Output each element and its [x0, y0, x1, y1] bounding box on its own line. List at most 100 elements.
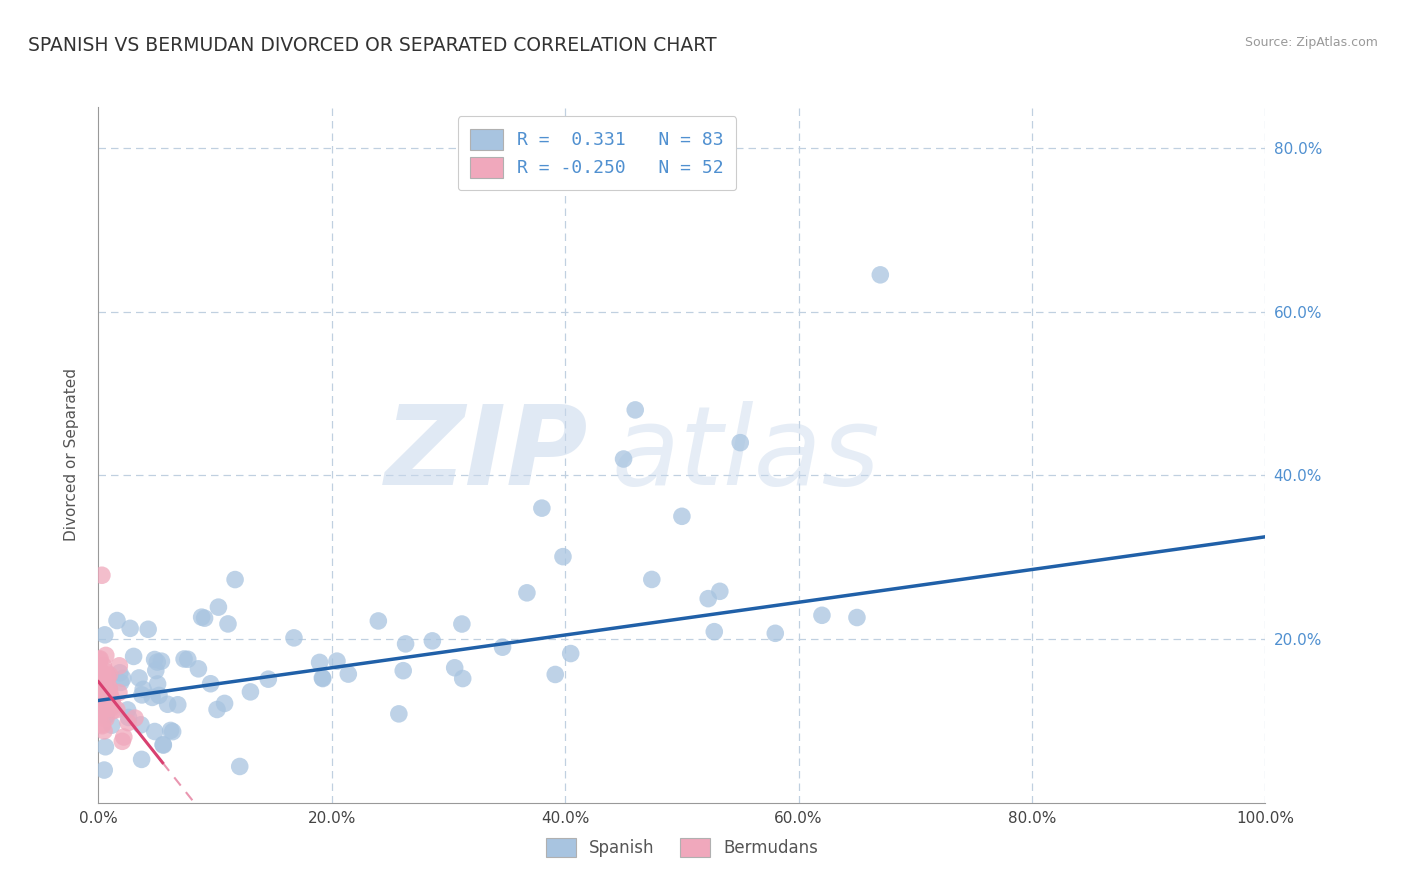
Point: [87, 681, 110, 696]
Point: [257, 672, 280, 686]
Point: [869, 268, 891, 282]
Point: [132, 682, 155, 697]
Point: [709, 584, 731, 599]
Y-axis label: Divorced or Separated: Divorced or Separated: [65, 368, 79, 541]
Point: [166, 698, 188, 712]
Point: [156, 698, 179, 712]
Point: [671, 509, 693, 524]
Point: [90, 680, 112, 694]
Point: [159, 723, 181, 738]
Point: [94, 672, 117, 686]
Point: [90, 692, 112, 706]
Point: [200, 677, 222, 691]
Point: [128, 671, 150, 685]
Text: SPANISH VS BERMUDAN DIVORCED OR SEPARATED CORRELATION CHART: SPANISH VS BERMUDAN DIVORCED OR SEPARATE…: [28, 36, 717, 54]
Point: [697, 591, 720, 606]
Point: [89, 705, 111, 719]
Point: [117, 715, 139, 730]
Point: [90, 673, 112, 688]
Point: [190, 610, 212, 624]
Text: Source: ZipAtlas.com: Source: ZipAtlas.com: [1244, 36, 1378, 49]
Point: [337, 667, 360, 681]
Point: [90, 694, 112, 708]
Point: [89, 652, 111, 666]
Point: [239, 685, 262, 699]
Point: [91, 658, 114, 673]
Point: [91, 719, 114, 733]
Point: [100, 718, 122, 732]
Point: [763, 626, 786, 640]
Point: [229, 759, 252, 773]
Point: [100, 701, 122, 715]
Point: [89, 680, 111, 694]
Point: [141, 690, 163, 705]
Point: [516, 586, 538, 600]
Point: [89, 662, 111, 676]
Point: [94, 709, 117, 723]
Point: [91, 673, 114, 688]
Point: [98, 681, 121, 695]
Point: [111, 671, 134, 685]
Point: [89, 685, 111, 699]
Point: [96, 669, 118, 683]
Point: [641, 573, 664, 587]
Point: [443, 661, 465, 675]
Point: [551, 549, 574, 564]
Point: [491, 640, 513, 655]
Point: [131, 688, 153, 702]
Point: [187, 662, 209, 676]
Point: [283, 631, 305, 645]
Point: [108, 665, 131, 680]
Point: [311, 671, 333, 685]
Point: [101, 693, 124, 707]
Point: [131, 752, 153, 766]
Point: [560, 647, 582, 661]
Point: [97, 681, 120, 696]
Point: [173, 652, 195, 666]
Point: [96, 670, 118, 684]
Point: [90, 685, 112, 699]
Point: [91, 687, 114, 701]
Point: [703, 624, 725, 639]
Point: [451, 617, 474, 632]
Point: [811, 608, 834, 623]
Point: [613, 452, 636, 467]
Point: [117, 703, 139, 717]
Point: [97, 702, 120, 716]
Point: [90, 568, 112, 582]
Point: [367, 614, 389, 628]
Point: [105, 703, 128, 717]
Point: [148, 689, 170, 703]
Point: [217, 616, 239, 631]
Point: [124, 711, 146, 725]
Point: [93, 702, 115, 716]
Point: [145, 664, 167, 678]
Point: [205, 702, 228, 716]
Text: ZIP: ZIP: [385, 401, 589, 508]
Point: [93, 763, 115, 777]
Point: [94, 665, 117, 679]
Point: [152, 738, 174, 752]
Point: [96, 697, 118, 711]
Point: [308, 656, 330, 670]
Point: [96, 673, 118, 687]
Point: [108, 685, 131, 699]
Point: [122, 649, 145, 664]
Legend: Spanish, Bermudans: Spanish, Bermudans: [540, 831, 824, 864]
Point: [94, 648, 117, 663]
Point: [98, 689, 121, 703]
Point: [326, 654, 349, 668]
Point: [146, 677, 169, 691]
Point: [162, 724, 184, 739]
Point: [120, 621, 142, 635]
Point: [846, 610, 869, 624]
Point: [193, 611, 215, 625]
Point: [451, 672, 474, 686]
Point: [91, 680, 114, 694]
Point: [96, 670, 118, 684]
Point: [224, 573, 246, 587]
Point: [394, 637, 416, 651]
Point: [110, 675, 132, 690]
Point: [143, 652, 166, 666]
Point: [117, 710, 139, 724]
